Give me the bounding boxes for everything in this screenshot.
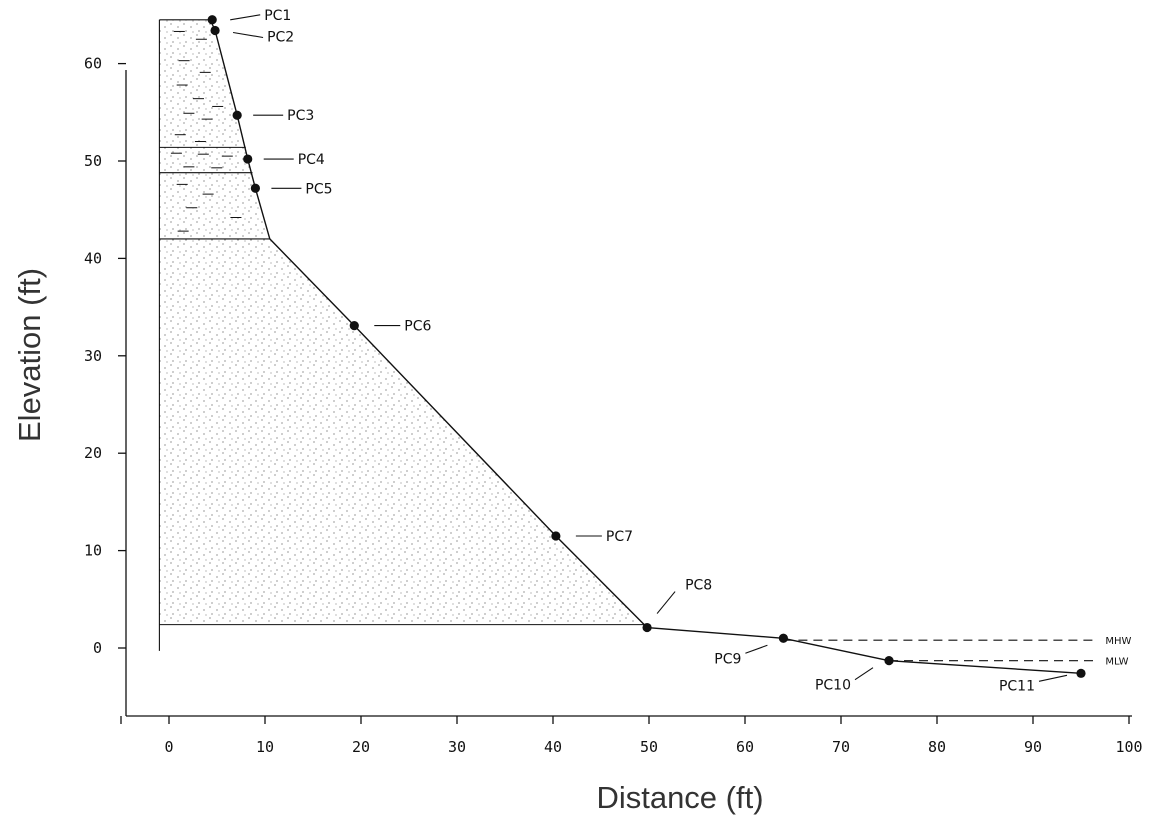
tide-label-mlw: MLW xyxy=(1105,657,1128,668)
x-tick-label: 50 xyxy=(640,738,658,756)
leader-pc8 xyxy=(656,591,676,614)
point-label-pc1: PC1 xyxy=(264,8,291,24)
y-tick-label: 20 xyxy=(84,444,102,462)
clay-lens-marks xyxy=(170,30,242,232)
x-tick-label: 60 xyxy=(736,738,754,756)
y-tick-label: 10 xyxy=(84,542,102,560)
point-label-pc3: PC3 xyxy=(287,108,314,124)
point-label-pc7: PC7 xyxy=(606,529,633,545)
point-label-pc6: PC6 xyxy=(404,319,431,335)
point-pc3 xyxy=(232,110,242,120)
leader-pc9 xyxy=(745,644,768,654)
point-pc10 xyxy=(884,656,894,666)
leader-pc11 xyxy=(1038,674,1068,682)
point-label-pc5: PC5 xyxy=(305,181,332,197)
x-tick-label: 100 xyxy=(1115,738,1142,756)
y-axis-title: Elevation (ft) xyxy=(12,268,47,442)
point-label-pc9: PC9 xyxy=(714,651,741,667)
point-pc9 xyxy=(778,633,789,643)
point-pc1 xyxy=(207,15,217,25)
point-label-pc2: PC2 xyxy=(267,29,294,45)
y-tick-label: 60 xyxy=(84,55,102,73)
point-pc8 xyxy=(642,622,652,633)
x-tick-label: 90 xyxy=(1024,738,1042,756)
y-tick-label: 40 xyxy=(84,249,102,267)
point-label-pc4: PC4 xyxy=(298,152,325,168)
leader-pc10 xyxy=(854,667,874,681)
tide-label-mhw: MHW xyxy=(1105,636,1131,647)
point-label-pc8: PC8 xyxy=(685,578,712,594)
x-tick-label: 40 xyxy=(544,738,562,756)
profile-line xyxy=(209,19,1082,675)
y-tick-label: 30 xyxy=(84,347,102,365)
point-pc7 xyxy=(551,531,561,541)
x-tick-label: 0 xyxy=(164,738,173,756)
survey-points: PC1 PC2 PC3 PC4 PC5 PC6 PC7 PC8 PC9 PC10 PC11 xyxy=(207,8,1086,694)
point-label-pc11: PC11 xyxy=(999,678,1035,694)
point-pc2 xyxy=(210,25,220,36)
point-pc5 xyxy=(250,183,260,193)
layer-boundaries xyxy=(159,146,648,626)
point-pc11 xyxy=(1076,668,1086,678)
point-pc6 xyxy=(349,321,359,331)
x-tick-label: 80 xyxy=(928,738,946,756)
point-label-pc10: PC10 xyxy=(815,678,851,694)
y-tick-label: 50 xyxy=(84,152,102,170)
x-tick-label: 20 xyxy=(352,738,370,756)
y-axis-ticks: 0 10 20 30 40 50 60 xyxy=(84,55,126,657)
x-tick-label: 10 xyxy=(256,738,274,756)
x-axis-ticks: 0 10 20 30 40 50 60 70 80 90 100 xyxy=(120,716,1143,756)
x-tick-label: 70 xyxy=(832,738,850,756)
point-pc4 xyxy=(243,154,253,164)
x-tick-label: 30 xyxy=(448,738,466,756)
tide-lines: MHW MLW xyxy=(783,636,1132,668)
x-axis-title: Distance (ft) xyxy=(596,780,763,815)
y-tick-label: 0 xyxy=(93,639,102,657)
leader-pc2 xyxy=(232,31,264,39)
cross-section-fill xyxy=(159,19,648,628)
leader-pc1 xyxy=(230,14,261,21)
